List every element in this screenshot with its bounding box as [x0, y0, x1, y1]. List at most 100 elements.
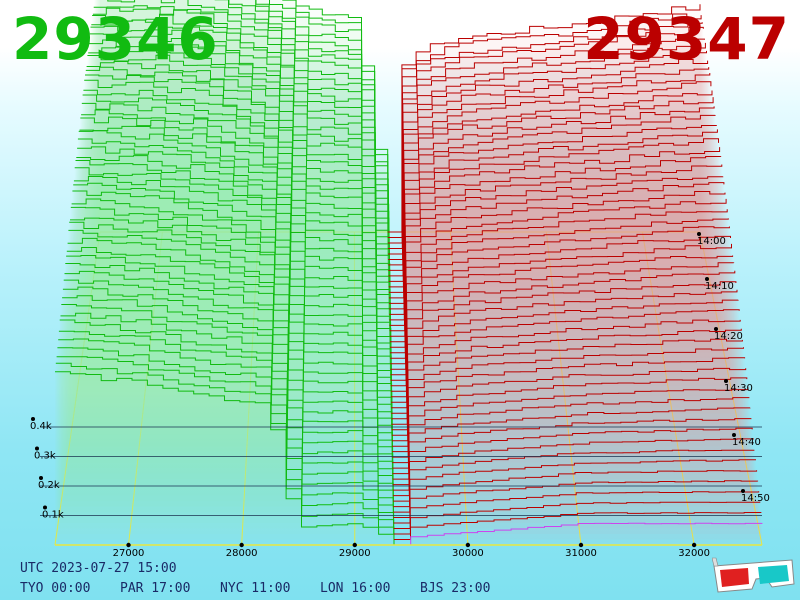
- ask-layer-31: [390, 218, 729, 376]
- ask-layer-30: [390, 226, 730, 381]
- price-tick-dot-31000: [578, 542, 584, 548]
- bid-layer-fill-18: [69, 222, 392, 447]
- bid-layer-fill-50: [94, 0, 389, 271]
- bid-layer-fill-3: [57, 347, 394, 529]
- bid-layer-24: [73, 176, 392, 414]
- bid-layer-fill-2: [56, 356, 394, 534]
- ask-layer-4: [393, 480, 759, 524]
- ask-layer-52: [388, 42, 706, 260]
- ask-layer-fill-37: [389, 164, 722, 342]
- ask-layer-20: [391, 319, 741, 436]
- bid-layer-fill-38: [85, 75, 390, 337]
- ask-price: 29347: [583, 5, 790, 73]
- ask-layer-7: [393, 449, 755, 508]
- bid-layer-50: [107, 0, 389, 271]
- ask-layer-fill-1: [393, 512, 761, 540]
- ask-layer-33: [390, 198, 727, 365]
- bid-layer-25: [74, 167, 392, 408]
- bid-layer-41: [87, 54, 390, 320]
- ask-layer-fill-36: [390, 176, 723, 348]
- price-tick-label: 27000: [113, 548, 145, 559]
- 3d-glasses-icon[interactable]: [712, 556, 796, 596]
- bid-layer-fill-40: [86, 61, 390, 326]
- ask-layer-57: [387, 4, 701, 233]
- ask-depth-layers: [387, 4, 763, 546]
- ask-layer-fill-17: [392, 347, 744, 452]
- bid-layer-46: [91, 19, 390, 293]
- ask-layer-6: [393, 459, 756, 513]
- bid-layer-fill-9: [62, 295, 393, 496]
- price-tick-dot-27000: [126, 542, 131, 548]
- price-tick-dot-30000: [465, 542, 471, 548]
- axis-labels: 0.1k 0.2k 0.3k 0.4k 27000 28000 29000 30000 3100…: [30, 232, 770, 559]
- bid-layer-fill-23: [73, 183, 392, 419]
- bid-layer-7: [60, 312, 394, 507]
- grid-price-line-31000: [545, 231, 582, 546]
- bid-layer-1: [55, 362, 395, 540]
- bid-layer-fill-7: [60, 313, 394, 507]
- bid-layer-11: [63, 279, 394, 485]
- ask-layer-47: [388, 81, 712, 288]
- timezone-bjs: BJS 23:00: [420, 581, 491, 596]
- time-tick-dot-14:30: [724, 379, 728, 383]
- bid-layer-51: [214, 0, 389, 265]
- price-tick-dot-32000: [691, 542, 697, 548]
- ask-layer-15: [392, 367, 747, 464]
- ask-layer-fill-22: [391, 299, 739, 425]
- bid-layer-9: [62, 295, 394, 496]
- ask-layer-36: [390, 176, 724, 348]
- time-tick-label: 14:40: [732, 437, 761, 448]
- ask-layer-37: [389, 164, 723, 343]
- bid-layer-19: [70, 217, 393, 441]
- ask-layer-46: [388, 90, 713, 293]
- ask-layer-28: [390, 243, 732, 392]
- time-tick-label: 14:10: [705, 281, 734, 292]
- bid-layer-13: [65, 263, 393, 474]
- bid-layer-23: [73, 182, 392, 419]
- timezone-lon: LON 16:00: [320, 581, 391, 596]
- bid-layer-39: [85, 66, 391, 331]
- ask-layer-fill-52: [388, 42, 706, 260]
- bid-layer-26: [75, 160, 392, 403]
- price-tick-label: 30000: [452, 548, 484, 559]
- bid-layer-0: [55, 371, 395, 545]
- bid-layer-35: [82, 94, 391, 353]
- ask-layer-54: [388, 26, 704, 249]
- ask-layer-41: [389, 129, 718, 321]
- ask-layer-48: [388, 73, 711, 282]
- bid-layer-fill-10: [62, 287, 393, 491]
- ask-layer-50: [388, 59, 709, 271]
- bid-layer-42: [88, 46, 390, 315]
- depth-tick-dot-0.1k: [43, 505, 47, 510]
- ask-layer-19: [391, 328, 742, 442]
- bid-layer-fill-41: [87, 55, 390, 320]
- bid-layer-fill-8: [61, 304, 394, 502]
- ask-layer-fill-26: [391, 262, 734, 403]
- ask-layer-fill-9: [393, 428, 753, 496]
- ask-layer-9: [393, 427, 753, 497]
- ask-layer-44: [389, 106, 715, 304]
- ask-layer-fill-32: [390, 209, 728, 370]
- bid-layer-52: [228, 0, 389, 260]
- ask-layer-fill-2: [393, 501, 760, 534]
- ask-layer-fill-43: [389, 115, 716, 309]
- price-tick-label: 29000: [339, 548, 371, 559]
- ask-layer-1: [393, 512, 762, 540]
- bid-layer-fill-53: [96, 0, 389, 254]
- ask-layer-5: [393, 470, 758, 518]
- bid-layer-fill-27: [76, 155, 392, 397]
- depth-tick-dot-0.3k: [35, 446, 39, 451]
- time-tick-dot-14:50: [741, 489, 745, 493]
- bid-layer-43: [88, 39, 390, 309]
- time-tick-label: 14:30: [724, 383, 753, 394]
- time-tick-dot-14:40: [732, 433, 736, 437]
- ask-layer-fill-14: [392, 377, 747, 469]
- time-tick-dot-14:00: [697, 232, 701, 236]
- price-tick-label: 28000: [226, 548, 258, 559]
- bid-layer-fill-49: [93, 5, 389, 276]
- ask-layer-8: [393, 438, 754, 502]
- bid-layer-fill-44: [89, 33, 390, 304]
- price-tick-dot-28000: [239, 542, 244, 548]
- ask-layer-38: [389, 156, 722, 337]
